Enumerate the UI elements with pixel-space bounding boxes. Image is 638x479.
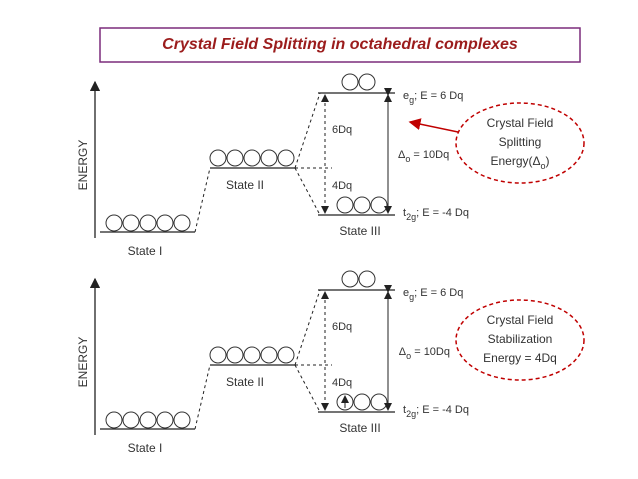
subscript: 2g xyxy=(406,212,416,222)
callout-arrow xyxy=(408,118,459,133)
text-part: ) xyxy=(546,154,550,168)
callout-text: Splitting xyxy=(499,135,542,149)
delta-label: Δo = 10Dq xyxy=(398,149,449,164)
state-label: State I xyxy=(128,441,163,455)
callout-text: Crystal Field xyxy=(487,313,554,327)
gap-label: 6Dq xyxy=(332,124,352,136)
gap-label: 4Dq xyxy=(332,180,352,192)
orbital xyxy=(277,346,295,364)
text-part: ; E = 6 Dq xyxy=(414,90,463,102)
state-label: State III xyxy=(339,421,380,435)
orbital xyxy=(209,149,227,167)
t2g-label: t2g; E = -4 Dq xyxy=(403,404,469,419)
text-part: e xyxy=(403,287,409,299)
orbital xyxy=(353,196,371,214)
connector xyxy=(294,92,321,169)
orbital xyxy=(122,411,140,429)
orbital xyxy=(226,149,244,167)
orbital xyxy=(139,214,157,232)
state-label: State I xyxy=(128,244,163,258)
orbital xyxy=(156,411,174,429)
text-part: = 10Dq xyxy=(411,346,450,358)
orbital xyxy=(370,393,388,411)
orbital xyxy=(353,393,371,411)
orbital xyxy=(122,214,140,232)
callout xyxy=(455,299,585,381)
orbital xyxy=(105,411,123,429)
orbital xyxy=(105,214,123,232)
callout xyxy=(455,102,585,184)
orbital xyxy=(243,346,261,364)
subscript: o xyxy=(406,351,411,361)
orbital xyxy=(209,346,227,364)
state-label: State II xyxy=(226,178,264,192)
text-part: ; E = -4 Dq xyxy=(416,404,469,416)
t2g-label: t2g; E = -4 Dq xyxy=(403,207,469,222)
orbital xyxy=(370,196,388,214)
title-box xyxy=(99,27,581,63)
axis-label: ENERGY xyxy=(76,337,90,388)
orbital xyxy=(277,149,295,167)
text-part: Δ xyxy=(399,346,407,358)
callout-text: Energy(Δo) xyxy=(490,154,549,171)
text-part: t xyxy=(403,207,406,219)
text-part: Δ xyxy=(398,149,406,161)
subscript: g xyxy=(409,292,414,302)
text-part: ; E = -4 Dq xyxy=(416,207,469,219)
state-label: State II xyxy=(226,375,264,389)
text-part: t xyxy=(403,404,406,416)
subscript: o xyxy=(541,161,546,171)
orbital xyxy=(341,270,359,288)
subscript: g xyxy=(409,95,414,105)
text-part: ; E = 6 Dq xyxy=(414,287,463,299)
orbital xyxy=(139,411,157,429)
orbital xyxy=(341,73,359,91)
connector xyxy=(294,364,321,413)
text-part: e xyxy=(403,90,409,102)
subscript: 2g xyxy=(406,409,416,419)
orbital xyxy=(156,214,174,232)
connector xyxy=(294,167,321,216)
state-label: State III xyxy=(339,224,380,238)
orbital xyxy=(260,346,278,364)
orbital xyxy=(358,73,376,91)
callout-text: Crystal Field xyxy=(487,116,554,130)
text-part: Energy(Δ xyxy=(490,154,540,168)
delta-label: Δo = 10Dq xyxy=(399,346,450,361)
orbital xyxy=(243,149,261,167)
axis-label: ENERGY xyxy=(76,140,90,191)
subscript: o xyxy=(405,154,410,164)
orbital xyxy=(173,214,191,232)
eg-label: eg; E = 6 Dq xyxy=(403,287,463,302)
orbital xyxy=(260,149,278,167)
eg-label: eg; E = 6 Dq xyxy=(403,90,463,105)
orbital xyxy=(336,196,354,214)
text-part: = 10Dq xyxy=(410,149,449,161)
connector xyxy=(294,289,321,366)
gap-label: 4Dq xyxy=(332,377,352,389)
gap-label: 6Dq xyxy=(332,321,352,333)
orbital xyxy=(226,346,244,364)
title: Crystal Field Splitting in octahedral co… xyxy=(162,36,518,53)
callout-text: Energy = 4Dq xyxy=(483,351,557,365)
orbital xyxy=(173,411,191,429)
callout-text: Stabilization xyxy=(488,332,553,346)
orbital xyxy=(358,270,376,288)
connector xyxy=(194,167,211,233)
connector xyxy=(194,364,211,430)
